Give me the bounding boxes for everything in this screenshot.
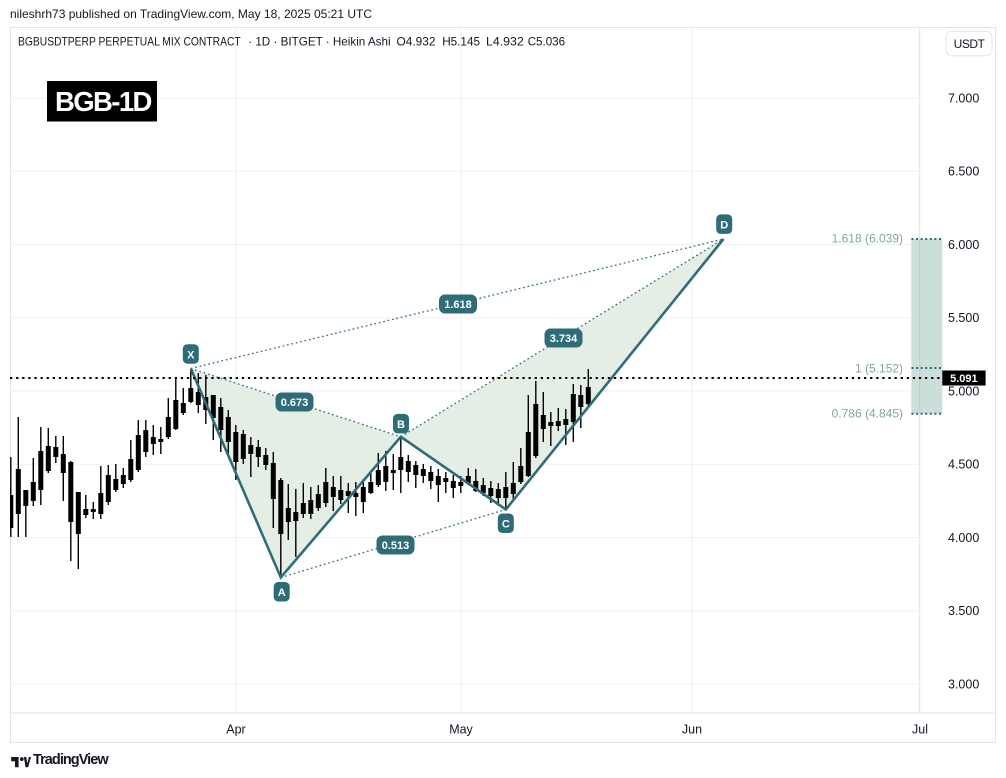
- svg-text:May: May: [449, 723, 473, 737]
- svg-text:D: D: [720, 220, 728, 232]
- svg-text:5.091: 5.091: [950, 373, 978, 385]
- svg-text:X: X: [187, 349, 195, 361]
- svg-text:Jun: Jun: [682, 723, 702, 737]
- svg-text:5.000: 5.000: [948, 384, 979, 398]
- svg-text:0.673: 0.673: [281, 397, 309, 409]
- svg-text:0.786 (4.845): 0.786 (4.845): [832, 407, 903, 421]
- svg-text:BGB-1D: BGB-1D: [55, 86, 152, 117]
- svg-text:4.000: 4.000: [948, 531, 979, 545]
- svg-text:7.000: 7.000: [948, 91, 979, 105]
- svg-text:Apr: Apr: [226, 723, 245, 737]
- svg-text:5.500: 5.500: [948, 311, 979, 325]
- svg-text:A: A: [278, 587, 286, 599]
- svg-text:6.500: 6.500: [948, 165, 979, 179]
- svg-text:4.500: 4.500: [948, 458, 979, 472]
- svg-text:3.000: 3.000: [948, 677, 979, 691]
- svg-text:USDT: USDT: [954, 37, 986, 51]
- svg-text:1 (5.152): 1 (5.152): [855, 362, 903, 376]
- svg-text:3.734: 3.734: [550, 333, 578, 345]
- svg-text:Jul: Jul: [912, 723, 928, 737]
- svg-text:B: B: [397, 419, 405, 431]
- svg-text:6.000: 6.000: [948, 238, 979, 252]
- svg-text:BGBUSDTPERP PERPETUAL MIX CONT: BGBUSDTPERP PERPETUAL MIX CONTRACT · 1D ·…: [18, 35, 565, 49]
- svg-text:0.513: 0.513: [382, 540, 410, 552]
- svg-text:1.618: 1.618: [444, 299, 472, 311]
- svg-text:C: C: [502, 519, 510, 531]
- svg-text:1.618 (6.039): 1.618 (6.039): [832, 232, 903, 246]
- svg-text:3.500: 3.500: [948, 604, 979, 618]
